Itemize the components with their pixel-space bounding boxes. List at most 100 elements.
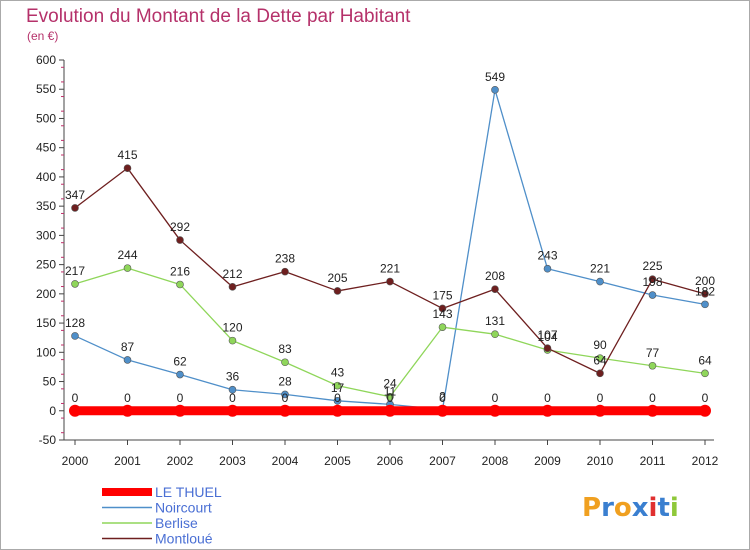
logo-letter: o: [614, 493, 632, 523]
data-label-le-thuel: 0: [702, 391, 709, 405]
y-tick-label: 400: [36, 170, 56, 184]
data-label-berlise: 244: [117, 248, 137, 262]
chart-title: Evolution du Montant de la Dette par Hab…: [26, 6, 411, 27]
data-point-noircourt: [543, 264, 552, 273]
data-label-noircourt: 17: [331, 381, 345, 395]
y-tick-label: 500: [36, 111, 56, 125]
data-point-berlise: [176, 280, 184, 289]
y-tick-label: 50: [43, 375, 57, 389]
data-label-montlou-: 212: [222, 267, 242, 281]
data-point-noircourt: [123, 356, 132, 364]
data-point-le-thuel: [279, 404, 291, 417]
legend-label-berlise: Berlise: [155, 515, 198, 531]
x-tick-label: 2008: [482, 454, 509, 468]
data-point-noircourt: [333, 397, 342, 405]
data-point-montlou-: [543, 344, 552, 353]
proxiti-logo: Proxiti: [582, 493, 679, 523]
data-point-berlise: [281, 358, 289, 367]
data-label-noircourt: 182: [695, 284, 715, 298]
data-label-le-thuel: 0: [72, 391, 79, 405]
data-point-le-thuel: [646, 404, 659, 417]
data-point-montlou-: [281, 267, 289, 276]
x-tick-label: 2001: [114, 454, 141, 468]
series-layer: [69, 86, 711, 417]
data-label-noircourt: 221: [590, 262, 610, 276]
data-point-montlou-: [701, 290, 709, 298]
data-point-noircourt: [596, 277, 604, 286]
data-label-berlise: 83: [278, 342, 292, 356]
data-point-le-thuel: [436, 404, 449, 417]
data-label-le-thuel: 0: [649, 391, 656, 405]
data-label-le-thuel: 0: [439, 391, 446, 405]
data-point-berlise: [228, 336, 237, 345]
data-point-berlise: [333, 381, 342, 390]
data-labels: 0 0 0 0 0 0 0 0 0 0 0 0 0 128 87 62 36 28 17 11 2 549 243 221 19…: [65, 70, 715, 405]
y-tick-label: 250: [36, 258, 56, 272]
data-label-le-thuel: 0: [334, 391, 341, 405]
data-point-berlise: [648, 361, 657, 370]
x-tick-label: 2011: [640, 454, 666, 468]
data-label-berlise: 143: [432, 307, 452, 321]
data-label-berlise: 64: [698, 353, 712, 367]
data-point-montlou-: [438, 304, 447, 313]
data-label-noircourt: 128: [65, 316, 85, 330]
data-label-noircourt: 62: [173, 355, 187, 369]
x-tick-label: 2010: [587, 454, 614, 468]
x-tick-label: 2000: [62, 454, 89, 468]
y-tick-label: 350: [36, 199, 56, 213]
data-point-noircourt: [176, 370, 184, 379]
y-tick-label: 550: [36, 82, 56, 96]
data-label-noircourt: 198: [642, 275, 662, 289]
data-point-montlou-: [176, 236, 184, 244]
y-tick-label: 100: [36, 345, 56, 359]
logo-text: Proxiti: [582, 493, 679, 523]
data-label-montlou-: 200: [695, 274, 715, 288]
x-tick-label: 2012: [692, 454, 719, 468]
data-label-le-thuel: 0: [492, 391, 499, 405]
data-point-montlou-: [386, 277, 394, 286]
data-point-le-thuel: [174, 404, 186, 417]
logo-letter: P: [582, 493, 601, 523]
x-tick-label: 2003: [219, 454, 246, 468]
data-label-berlise: 104: [537, 330, 557, 344]
y-tick-label: -50: [39, 433, 57, 447]
data-label-noircourt: 243: [537, 249, 557, 263]
data-point-berlise: [491, 330, 499, 338]
data-point-berlise: [386, 392, 394, 401]
data-point-montlou-: [228, 283, 237, 291]
data-label-montlou-: 64: [593, 353, 607, 367]
legend-label-noircourt: Noircourt: [155, 500, 212, 516]
data-label-berlise: 120: [222, 321, 242, 335]
logo-letter: i: [649, 493, 658, 523]
data-label-le-thuel: 0: [282, 391, 289, 405]
logo-letter: t: [657, 493, 669, 523]
data-label-montlou-: 347: [65, 188, 85, 202]
chart-subtitle: (en €): [27, 29, 58, 43]
data-point-noircourt: [281, 390, 289, 399]
axes: -500501001502002503003504004505005506002…: [36, 53, 719, 468]
data-label-montlou-: 107: [537, 328, 557, 342]
data-label-berlise: 43: [331, 366, 345, 380]
data-label-berlise: 217: [65, 264, 85, 278]
x-tick-label: 2005: [324, 454, 351, 468]
data-point-le-thuel: [489, 404, 501, 417]
data-point-noircourt: [491, 86, 499, 94]
data-label-noircourt: 11: [384, 384, 397, 398]
y-tick-label: 600: [36, 53, 56, 67]
data-point-montlou-: [491, 285, 499, 293]
data-label-montlou-: 205: [327, 271, 347, 285]
x-tick-label: 2009: [534, 454, 561, 468]
data-point-le-thuel: [69, 404, 81, 417]
x-tick-label: 2007: [429, 454, 456, 468]
x-tick-label: 2004: [272, 454, 299, 468]
logo-letter: x: [632, 493, 649, 523]
data-point-berlise: [71, 280, 79, 288]
data-point-noircourt: [648, 291, 657, 299]
data-point-le-thuel: [384, 404, 396, 417]
data-point-berlise: [701, 369, 709, 378]
legend-label-le-thuel: LE THUEL: [155, 484, 222, 500]
data-point-noircourt: [228, 385, 237, 394]
